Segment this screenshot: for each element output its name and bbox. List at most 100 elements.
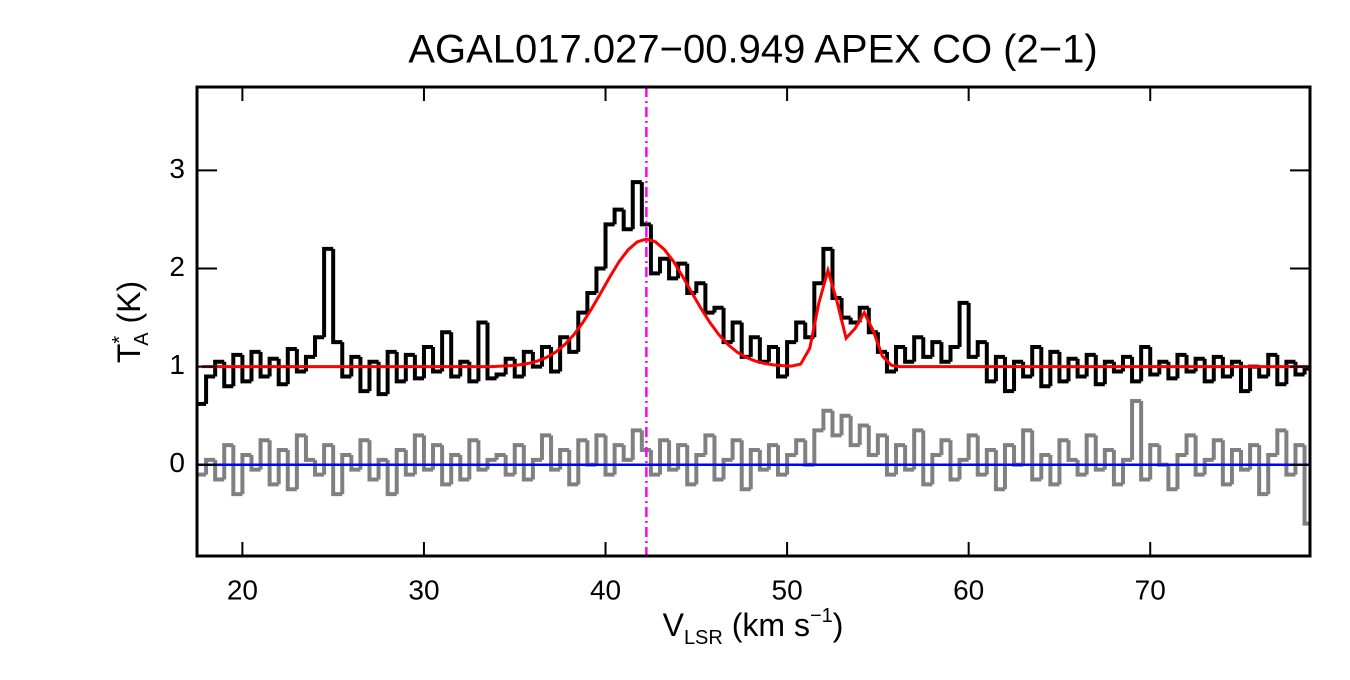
y-axis-label: T*A (K) (109, 281, 153, 363)
spectrum-step (639, 182, 651, 227)
spectrum-step (1111, 450, 1123, 487)
spectrum-step (621, 209, 633, 232)
y-tick-label: 0 (169, 447, 185, 478)
spectrum-step (467, 361, 479, 384)
spectrum-step (449, 452, 461, 485)
y-label-rest: (K) (111, 281, 147, 333)
spectrum-step (1229, 359, 1241, 377)
spectrum-step (385, 459, 397, 497)
spectrum-step (204, 374, 216, 404)
spectrum-step (1266, 452, 1278, 495)
spectrum-step (821, 246, 833, 284)
spectrum-step (948, 345, 960, 362)
spectrum-step (1057, 438, 1069, 485)
spectrum-step (776, 445, 788, 477)
spectrum-step (1229, 448, 1241, 485)
spectrum-step (1266, 352, 1278, 377)
spectrum-step (431, 443, 443, 470)
spectrum-step (785, 452, 797, 475)
spectrum-step (476, 320, 488, 382)
spectrum-step (276, 448, 288, 485)
spectrum-step (694, 452, 706, 485)
spectrum-step (939, 342, 951, 364)
spectrum-step (821, 408, 833, 431)
plot-area (197, 87, 1310, 556)
spectrum-step (966, 433, 978, 460)
spectrum-step (503, 356, 515, 375)
spectrum-step (730, 320, 742, 343)
spectrum-step (966, 302, 978, 359)
spectrum-step (1257, 445, 1269, 497)
spectrum-step (1275, 354, 1287, 387)
spectrum-step (603, 222, 615, 269)
spectrum-step (367, 359, 379, 392)
spectrum-step (303, 435, 316, 462)
spectrum-step (730, 438, 742, 460)
spectrum-step (993, 450, 1005, 492)
y-tick-label: 2 (169, 251, 185, 282)
spectrum-step (1084, 433, 1096, 475)
spectrum-step (776, 347, 788, 379)
spectrum-step (1012, 359, 1024, 392)
spectrum-step (903, 347, 915, 364)
spectrum-step (1284, 359, 1296, 385)
spectrum-step (1048, 349, 1060, 387)
spectrum-step (476, 440, 488, 472)
spectrum-step (766, 443, 779, 470)
spectrum-step (1202, 457, 1214, 475)
spectrum-step (930, 452, 942, 485)
spectrum-step (1302, 445, 1310, 526)
spectrum-step (1021, 428, 1033, 465)
spectrum-step (358, 356, 370, 394)
spectrum-step (530, 351, 542, 369)
spectrum-step (303, 354, 316, 372)
spectrum-step (685, 445, 697, 487)
spectrum-step (403, 352, 415, 382)
spectrum-step (1220, 440, 1232, 487)
spectrum-step (267, 356, 279, 377)
spectrum-step (213, 459, 225, 482)
spectrum-step (1102, 359, 1114, 385)
spectrum-step (558, 448, 570, 470)
spectrum-step (875, 332, 887, 354)
spectrum-step (340, 342, 352, 379)
spectrum-step (1002, 356, 1015, 394)
spectrum-step (340, 452, 352, 495)
spectrum-step (1093, 354, 1105, 387)
spectrum-step (603, 435, 615, 477)
spectrum-step (694, 281, 706, 294)
spectrum-step (530, 457, 542, 480)
spectrum-step (421, 435, 434, 472)
spectrum-step (712, 305, 724, 313)
spectrum-step (1175, 352, 1187, 379)
spectrum-step (240, 354, 252, 384)
spectrum-step (1066, 356, 1078, 382)
spectrum-step (721, 457, 733, 480)
spectrum-step (794, 320, 806, 343)
spectrum-step (385, 349, 397, 395)
spectrum-step (1120, 457, 1133, 485)
x-label-sub: LSR (684, 627, 723, 649)
spectrum-step (1093, 435, 1105, 472)
spectrum-step (785, 340, 797, 377)
spectrum-step (857, 423, 869, 446)
spectrum-step (412, 433, 424, 475)
spectrum-step (903, 445, 915, 472)
spectrum-step (984, 448, 996, 475)
spectrum-step (1066, 440, 1078, 462)
spectrum-step (667, 440, 679, 472)
spectrum-step (331, 248, 343, 345)
spectrum-step (639, 430, 651, 453)
spectrum-step (830, 248, 842, 300)
spectrum-step (1148, 443, 1160, 480)
spectrum-step (1284, 430, 1296, 477)
plot-frame (195, 85, 1312, 558)
x-label-end: ) (833, 607, 844, 643)
spectrum-step (222, 361, 234, 389)
spectrum-step (993, 354, 1005, 382)
y-tick-label: 3 (169, 153, 185, 184)
x-tick-label: 40 (590, 574, 621, 605)
x-label-sup: −1 (810, 605, 833, 627)
spectrum-step (1193, 435, 1205, 477)
